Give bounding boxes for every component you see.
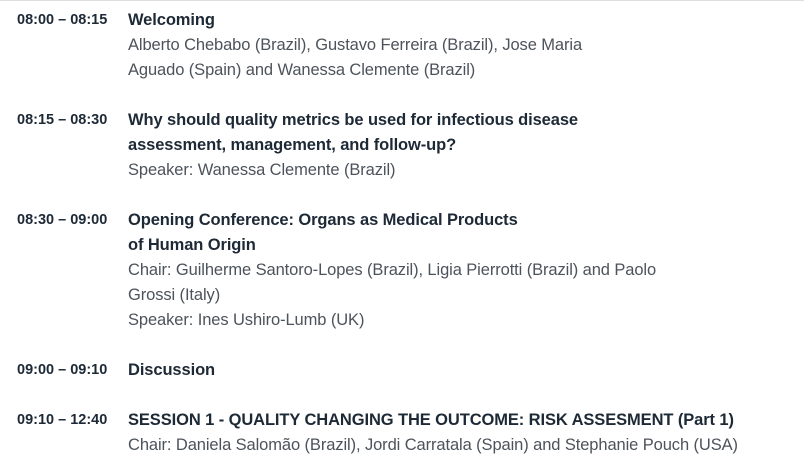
- session-time: 09:10 – 12:40: [17, 412, 108, 428]
- session-speakers-line: Alberto Chebabo (Brazil), Gustavo Ferrei…: [128, 36, 583, 54]
- session-title-line: of Human Origin: [128, 236, 256, 254]
- session-title-line: Opening Conference: Organs as Medical Pr…: [128, 211, 518, 229]
- session-content: Discussion: [128, 358, 804, 383]
- session-time: 08:00 – 08:15: [17, 12, 108, 28]
- session-speaker-line: Speaker: Ines Ushiro-Lumb (UK): [128, 311, 365, 329]
- session-speaker-line: Speaker: Wanessa Clemente (Brazil): [128, 161, 396, 179]
- schedule-row-opening-conference: 08:30 – 09:00 Opening Conference: Organs…: [0, 208, 804, 333]
- session-title: Welcoming: [128, 11, 215, 29]
- session-time: 08:15 – 08:30: [17, 112, 108, 128]
- session-title: SESSION 1 - QUALITY CHANGING THE OUTCOME…: [128, 411, 734, 429]
- session-chair-line: Chair: Guilherme Santoro-Lopes (Brazil),…: [128, 261, 657, 279]
- session-time: 08:30 – 09:00: [17, 212, 108, 228]
- session-title: Discussion: [128, 361, 216, 379]
- session-content: SESSION 1 - QUALITY CHANGING THE OUTCOME…: [128, 408, 804, 458]
- session-content: Why should quality metrics be used for i…: [128, 108, 804, 183]
- session-chair-line: Grossi (Italy): [128, 286, 221, 304]
- session-chair-line: Chair: Daniela Salomão (Brazil), Jordi C…: [128, 436, 738, 454]
- schedule-row-welcoming: 08:00 – 08:15 Welcoming Alberto Chebabo …: [0, 8, 804, 83]
- session-content: Opening Conference: Organs as Medical Pr…: [128, 208, 804, 333]
- session-speakers-line: Aguado (Spain) and Wanessa Clemente (Bra…: [128, 61, 476, 79]
- session-time: 09:00 – 09:10: [17, 362, 108, 378]
- schedule-row-discussion: 09:00 – 09:10 Discussion: [0, 358, 804, 383]
- schedule-row-session-1: 09:10 – 12:40 SESSION 1 - QUALITY CHANGI…: [0, 408, 804, 458]
- session-title-line: assessment, management, and follow-up?: [128, 136, 457, 154]
- session-content: Welcoming Alberto Chebabo (Brazil), Gust…: [128, 8, 804, 83]
- schedule-row-quality-metrics: 08:15 – 08:30 Why should quality metrics…: [0, 108, 804, 183]
- session-title-line: Why should quality metrics be used for i…: [128, 111, 578, 129]
